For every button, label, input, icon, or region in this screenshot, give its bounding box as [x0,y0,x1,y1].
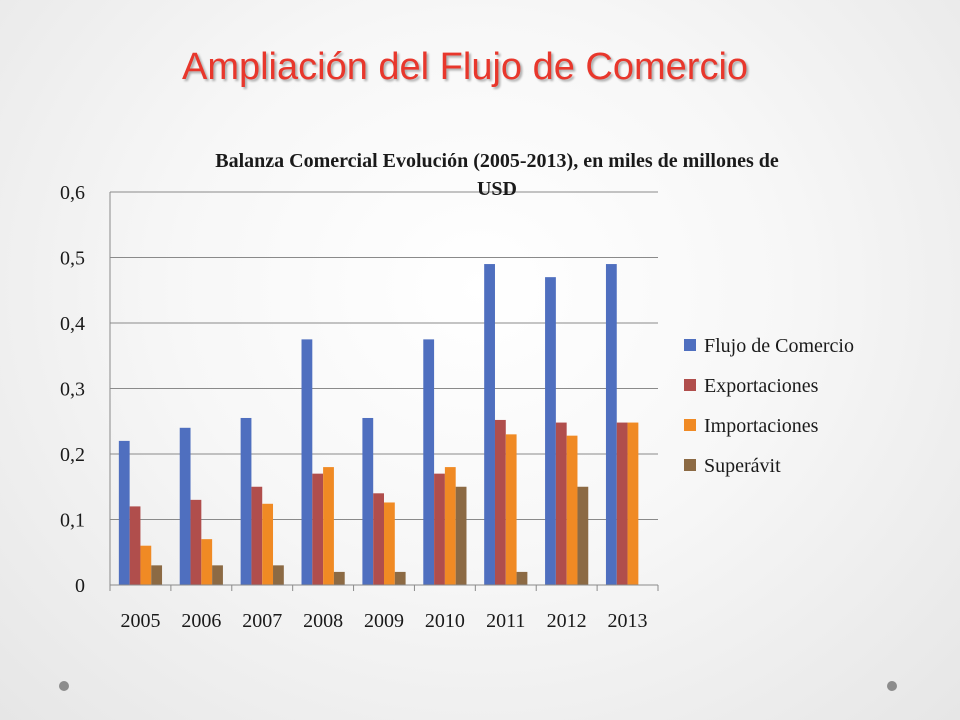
bar [273,565,284,585]
bar [627,422,639,585]
bar [323,467,334,585]
bar [455,486,467,585]
y-tick-label: 0,4 [60,313,85,335]
y-tick-label: 0,3 [60,379,85,401]
bar [118,440,130,585]
bar [262,503,274,585]
y-tick-label: 0,5 [60,248,85,270]
x-tick-label: 2012 [547,610,587,632]
x-tick-label: 2011 [486,610,525,632]
legend-swatch [684,379,696,391]
bar [312,473,324,585]
bar [140,545,152,585]
y-tick-label: 0 [75,575,85,597]
x-tick-label: 2005 [120,610,160,632]
legend-swatch [684,459,696,471]
bar [434,473,445,585]
slide-corner-dot-left [59,681,69,691]
y-tick-label: 0,1 [60,510,85,532]
y-tick-label: 0,2 [60,444,85,466]
chart-title-line-1: Balanza Comercial Evolución (2005-2013),… [215,150,779,172]
bar [494,419,506,585]
bar [616,422,628,585]
bar [505,434,517,585]
bar [516,571,528,585]
bar [179,427,191,585]
chart-bars [118,264,639,585]
x-tick-label: 2007 [242,610,282,632]
bar [212,565,223,585]
bar [362,417,374,585]
bar [444,467,456,585]
bar [190,499,202,585]
chart-axes: 0 0,1 0,2 0,3 0,4 0,5 0,6 2005 2006 2007 2008 2009 2… [60,182,659,632]
bar [373,493,384,585]
bar [251,486,263,585]
bar [394,571,406,585]
bar [605,264,617,585]
x-tick-label: 2006 [181,610,221,632]
legend-swatch [684,339,696,351]
y-tick-label: 0,6 [60,182,85,204]
chart-title-line-2: USD [477,178,517,200]
bar [151,565,163,585]
legend-swatch [684,419,696,431]
legend-label: Exportaciones [704,375,819,397]
bar [423,339,435,585]
legend-label: Importaciones [704,415,819,437]
x-tick-label: 2013 [608,610,648,632]
x-tick-label: 2009 [364,610,404,632]
bar [129,506,141,585]
bar [240,417,252,585]
bar [577,486,589,585]
bar [484,264,495,585]
bar [201,539,213,585]
bar [301,339,313,585]
chart-legend: Flujo de Comercio Exportaciones Importacio… [684,335,854,477]
legend-label: Superávit [704,455,781,477]
slide-corner-dot-right [887,681,897,691]
legend-label: Flujo de Comercio [704,335,854,357]
bar [555,422,567,585]
bar [384,502,395,585]
bar [333,571,345,585]
x-tick-label: 2010 [425,610,465,632]
bar [545,277,556,585]
x-tick-label: 2008 [303,610,343,632]
bar [566,435,578,585]
slide-title: Ampliación del Flujo de Comercio [181,46,749,88]
